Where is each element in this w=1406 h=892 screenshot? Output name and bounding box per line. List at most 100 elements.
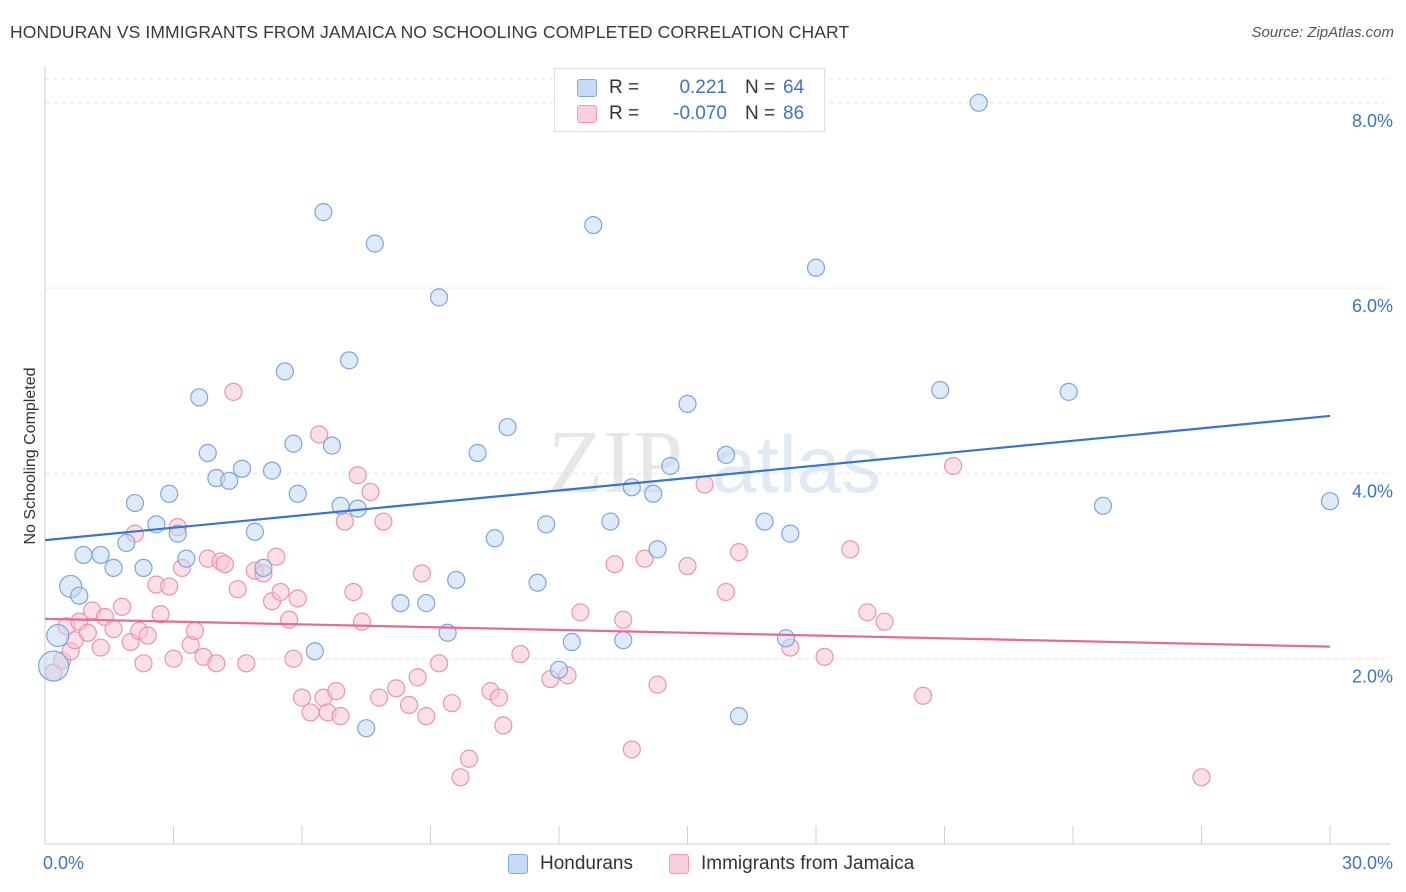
data-point-jamaica <box>511 644 530 664</box>
data-point-hondurans <box>661 456 680 476</box>
y-tick-label: 2.0% <box>1352 667 1393 687</box>
data-point-hondurans <box>232 459 252 478</box>
legend-r-label: R = <box>609 77 640 98</box>
data-point-jamaica <box>348 466 367 485</box>
data-point-jamaica <box>417 707 436 726</box>
data-point-hondurans <box>614 631 633 650</box>
data-point-hondurans <box>447 570 466 590</box>
data-point-jamaica <box>288 589 307 608</box>
data-point-jamaica <box>151 605 170 624</box>
data-point-jamaica <box>489 688 509 707</box>
legend-item-jamaica[interactable]: Immigrants from Jamaica <box>669 851 914 877</box>
trend-lines <box>44 414 1331 648</box>
data-point-jamaica <box>459 749 479 768</box>
legend-r-value: 0.221 <box>679 77 727 98</box>
legend-swatch-jamaica <box>669 854 689 874</box>
data-point-hondurans <box>74 545 93 565</box>
data-point-jamaica <box>228 580 247 599</box>
data-point-jamaica <box>104 619 123 639</box>
data-point-jamaica <box>429 654 449 673</box>
data-point-jamaica <box>695 475 714 494</box>
data-point-jamaica <box>271 582 290 602</box>
data-point-hondurans <box>322 436 342 455</box>
data-point-hondurans <box>134 558 153 578</box>
legend-row-jamaica: R = -0.070 N = 86 <box>577 101 804 127</box>
legend-swatch-hondurans <box>577 79 597 97</box>
data-point-jamaica <box>451 768 470 787</box>
data-point-hondurans <box>528 573 547 592</box>
data-point-jamaica <box>134 654 153 673</box>
data-point-jamaica <box>91 638 110 657</box>
legend-r-label: R = <box>609 103 640 124</box>
data-point-jamaica <box>494 716 513 735</box>
data-point-hondurans <box>46 623 70 648</box>
data-point-hondurans <box>314 203 333 222</box>
source-label: Source: ZipAtlas.com <box>1251 24 1394 41</box>
data-point-jamaica <box>622 740 641 759</box>
data-point-hondurans <box>275 362 294 381</box>
data-point-jamaica <box>352 612 372 631</box>
data-point-hondurans <box>417 594 436 613</box>
data-point-hondurans <box>70 586 89 605</box>
y-tick-label: 4.0% <box>1352 481 1393 501</box>
data-point-jamaica <box>678 556 697 576</box>
series-legend: Hondurans Immigrants from Jamaica <box>0 851 1406 877</box>
data-point-jamaica <box>280 610 299 629</box>
data-point-hondurans <box>91 545 110 565</box>
legend-n-label: N = <box>745 77 776 98</box>
data-point-jamaica <box>635 549 654 568</box>
data-point-jamaica <box>284 649 303 668</box>
data-point-hondurans <box>365 234 384 253</box>
data-point-hondurans <box>125 493 145 513</box>
series-hondurans-points <box>37 93 1340 738</box>
data-point-hondurans <box>549 660 569 679</box>
data-point-hondurans <box>254 558 273 578</box>
data-point-jamaica <box>374 512 393 531</box>
data-point-jamaica <box>913 686 933 705</box>
data-point-jamaica <box>301 703 320 722</box>
y-tick-label: 8.0% <box>1352 111 1393 131</box>
data-point-jamaica <box>648 675 667 694</box>
data-point-jamaica <box>310 425 329 444</box>
data-point-hondurans <box>220 471 239 490</box>
data-point-hondurans <box>262 461 282 480</box>
legend-n-label: N = <box>745 103 776 124</box>
data-point-jamaica <box>729 543 749 562</box>
data-point-hondurans <box>190 388 209 407</box>
data-point-jamaica <box>164 649 183 668</box>
data-point-hondurans <box>168 524 187 543</box>
data-point-hondurans <box>429 288 449 307</box>
data-point-jamaica <box>408 668 427 687</box>
legend-n-value: 86 <box>783 103 805 124</box>
data-point-jamaica <box>112 597 132 616</box>
data-point-hondurans <box>1059 382 1078 401</box>
data-point-jamaica <box>614 610 633 629</box>
data-point-jamaica <box>442 694 462 713</box>
y-tick-label: 6.0% <box>1352 296 1393 316</box>
data-point-hondurans <box>678 394 697 414</box>
correlation-legend: R = 0.221 N = 64 R = -0.070 N = 86 <box>554 68 825 132</box>
data-point-jamaica <box>160 577 179 596</box>
legend-swatch-hondurans <box>508 854 528 874</box>
data-point-jamaica <box>215 555 234 574</box>
data-point-hondurans <box>468 443 487 463</box>
data-point-hondurans <box>305 642 324 661</box>
legend-item-hondurans[interactable]: Hondurans <box>508 851 633 877</box>
data-point-jamaica <box>224 382 243 401</box>
legend-row-hondurans: R = 0.221 N = 64 <box>577 75 804 101</box>
data-point-jamaica <box>815 647 834 666</box>
data-point-jamaica <box>943 456 963 476</box>
data-point-hondurans <box>601 512 620 531</box>
data-point-hondurans <box>340 351 359 370</box>
data-point-jamaica <box>267 547 286 566</box>
chart-title: HONDURAN VS IMMIGRANTS FROM JAMAICA NO S… <box>10 22 850 42</box>
data-point-jamaica <box>875 612 894 631</box>
y-axis-label: No Schooling Completed <box>22 368 39 545</box>
data-point-hondurans <box>781 524 800 543</box>
data-point-hondurans <box>117 533 136 552</box>
data-point-hondurans <box>391 594 410 613</box>
data-point-jamaica <box>571 603 590 622</box>
data-point-jamaica <box>138 626 157 645</box>
data-point-hondurans <box>498 417 517 437</box>
data-point-jamaica <box>858 603 877 622</box>
